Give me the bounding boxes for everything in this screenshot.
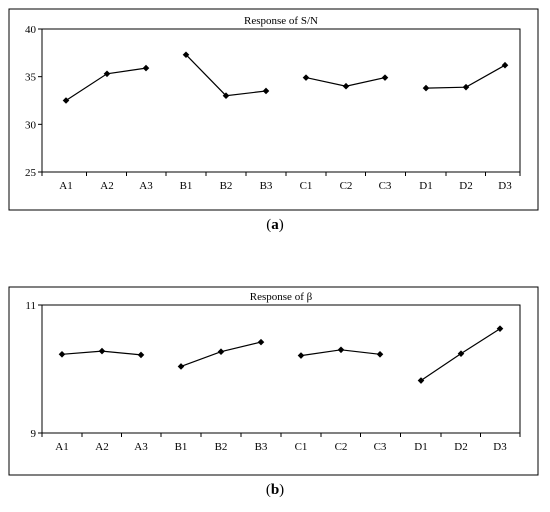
data-point-a3 [137, 351, 145, 359]
chart-title: Response of S/N [244, 15, 318, 27]
x-tick-label-a1: A1 [59, 180, 72, 192]
x-tick-label-d1: D1 [414, 441, 427, 453]
data-point-c1 [302, 74, 310, 81]
data-point-b1 [182, 51, 190, 59]
panel-caption: (a) [266, 217, 284, 233]
x-tick-label-b1: B1 [175, 441, 188, 453]
data-point-b3 [257, 338, 265, 346]
plot-area [41, 28, 521, 173]
x-tick-label-b3: B3 [255, 441, 268, 453]
y-tick-label: 9 [31, 428, 37, 440]
x-tick-label-a3: A3 [139, 180, 153, 192]
data-point-d1 [417, 377, 425, 384]
x-tick-label-a2: A2 [100, 180, 113, 192]
x-tick-label-d2: D2 [459, 180, 472, 192]
data-point-d3 [496, 325, 504, 332]
data-point-b2 [222, 92, 230, 100]
x-tick-label-d3: D3 [493, 441, 507, 453]
data-point-c2 [337, 346, 345, 354]
data-point-a2 [98, 347, 106, 355]
x-tick-label-a3: A3 [134, 441, 148, 453]
x-tick-label-c3: C3 [374, 441, 387, 453]
y-tick-label: 40 [25, 24, 37, 36]
x-tick-label-d2: D2 [454, 441, 467, 453]
plot-area [41, 304, 521, 434]
x-tick-label-d1: D1 [419, 180, 432, 192]
x-tick-label-a1: A1 [55, 441, 68, 453]
data-point-c3 [376, 350, 384, 358]
chart-frame [8, 8, 539, 211]
data-point-b1 [177, 363, 185, 370]
data-point-d2 [457, 350, 465, 357]
x-tick-label-c2: C2 [340, 180, 353, 192]
data-point-a3 [142, 64, 150, 72]
x-tick-label-c3: C3 [379, 180, 392, 192]
data-point-d1 [422, 84, 430, 92]
series-line-b [185, 54, 267, 97]
y-tick-label: 11 [25, 300, 36, 312]
data-point-d3 [501, 61, 509, 69]
x-tick-label-b2: B2 [215, 441, 228, 453]
data-point-b3 [262, 87, 270, 95]
x-tick-label-c1: C1 [300, 180, 313, 192]
data-point-a1 [62, 97, 70, 104]
x-tick-label-b2: B2 [220, 180, 233, 192]
data-point-c3 [381, 74, 389, 81]
chart-title: Response of β [250, 291, 313, 303]
x-tick-label-b1: B1 [180, 180, 193, 192]
data-point-c1 [297, 352, 305, 359]
y-tick-label: 35 [25, 72, 37, 84]
x-tick-label-c1: C1 [295, 441, 308, 453]
data-point-a2 [103, 70, 111, 78]
y-tick-label: 30 [25, 119, 37, 131]
data-point-a1 [58, 350, 66, 358]
chart-sn-response: Response of S/N 25 30 35 40 A1 A2 A3 B1 B2 B3 C1 C2 C… [8, 8, 539, 233]
panel-caption: (b) [266, 482, 284, 498]
chart-beta-response: Response of β 9 11 A1 A2 A3 B1 B2 B3 C1 C2 C3 D1 D2 D3… [8, 286, 539, 498]
chart-frame [8, 286, 539, 476]
x-tick-label-c2: C2 [335, 441, 348, 453]
data-point-d2 [462, 83, 470, 91]
x-tick-label-a2: A2 [95, 441, 108, 453]
data-point-b2 [217, 348, 225, 356]
data-point-c2 [342, 82, 350, 90]
x-tick-label-b3: B3 [260, 180, 273, 192]
x-tick-label-d3: D3 [498, 180, 512, 192]
y-tick-label: 25 [25, 167, 37, 179]
